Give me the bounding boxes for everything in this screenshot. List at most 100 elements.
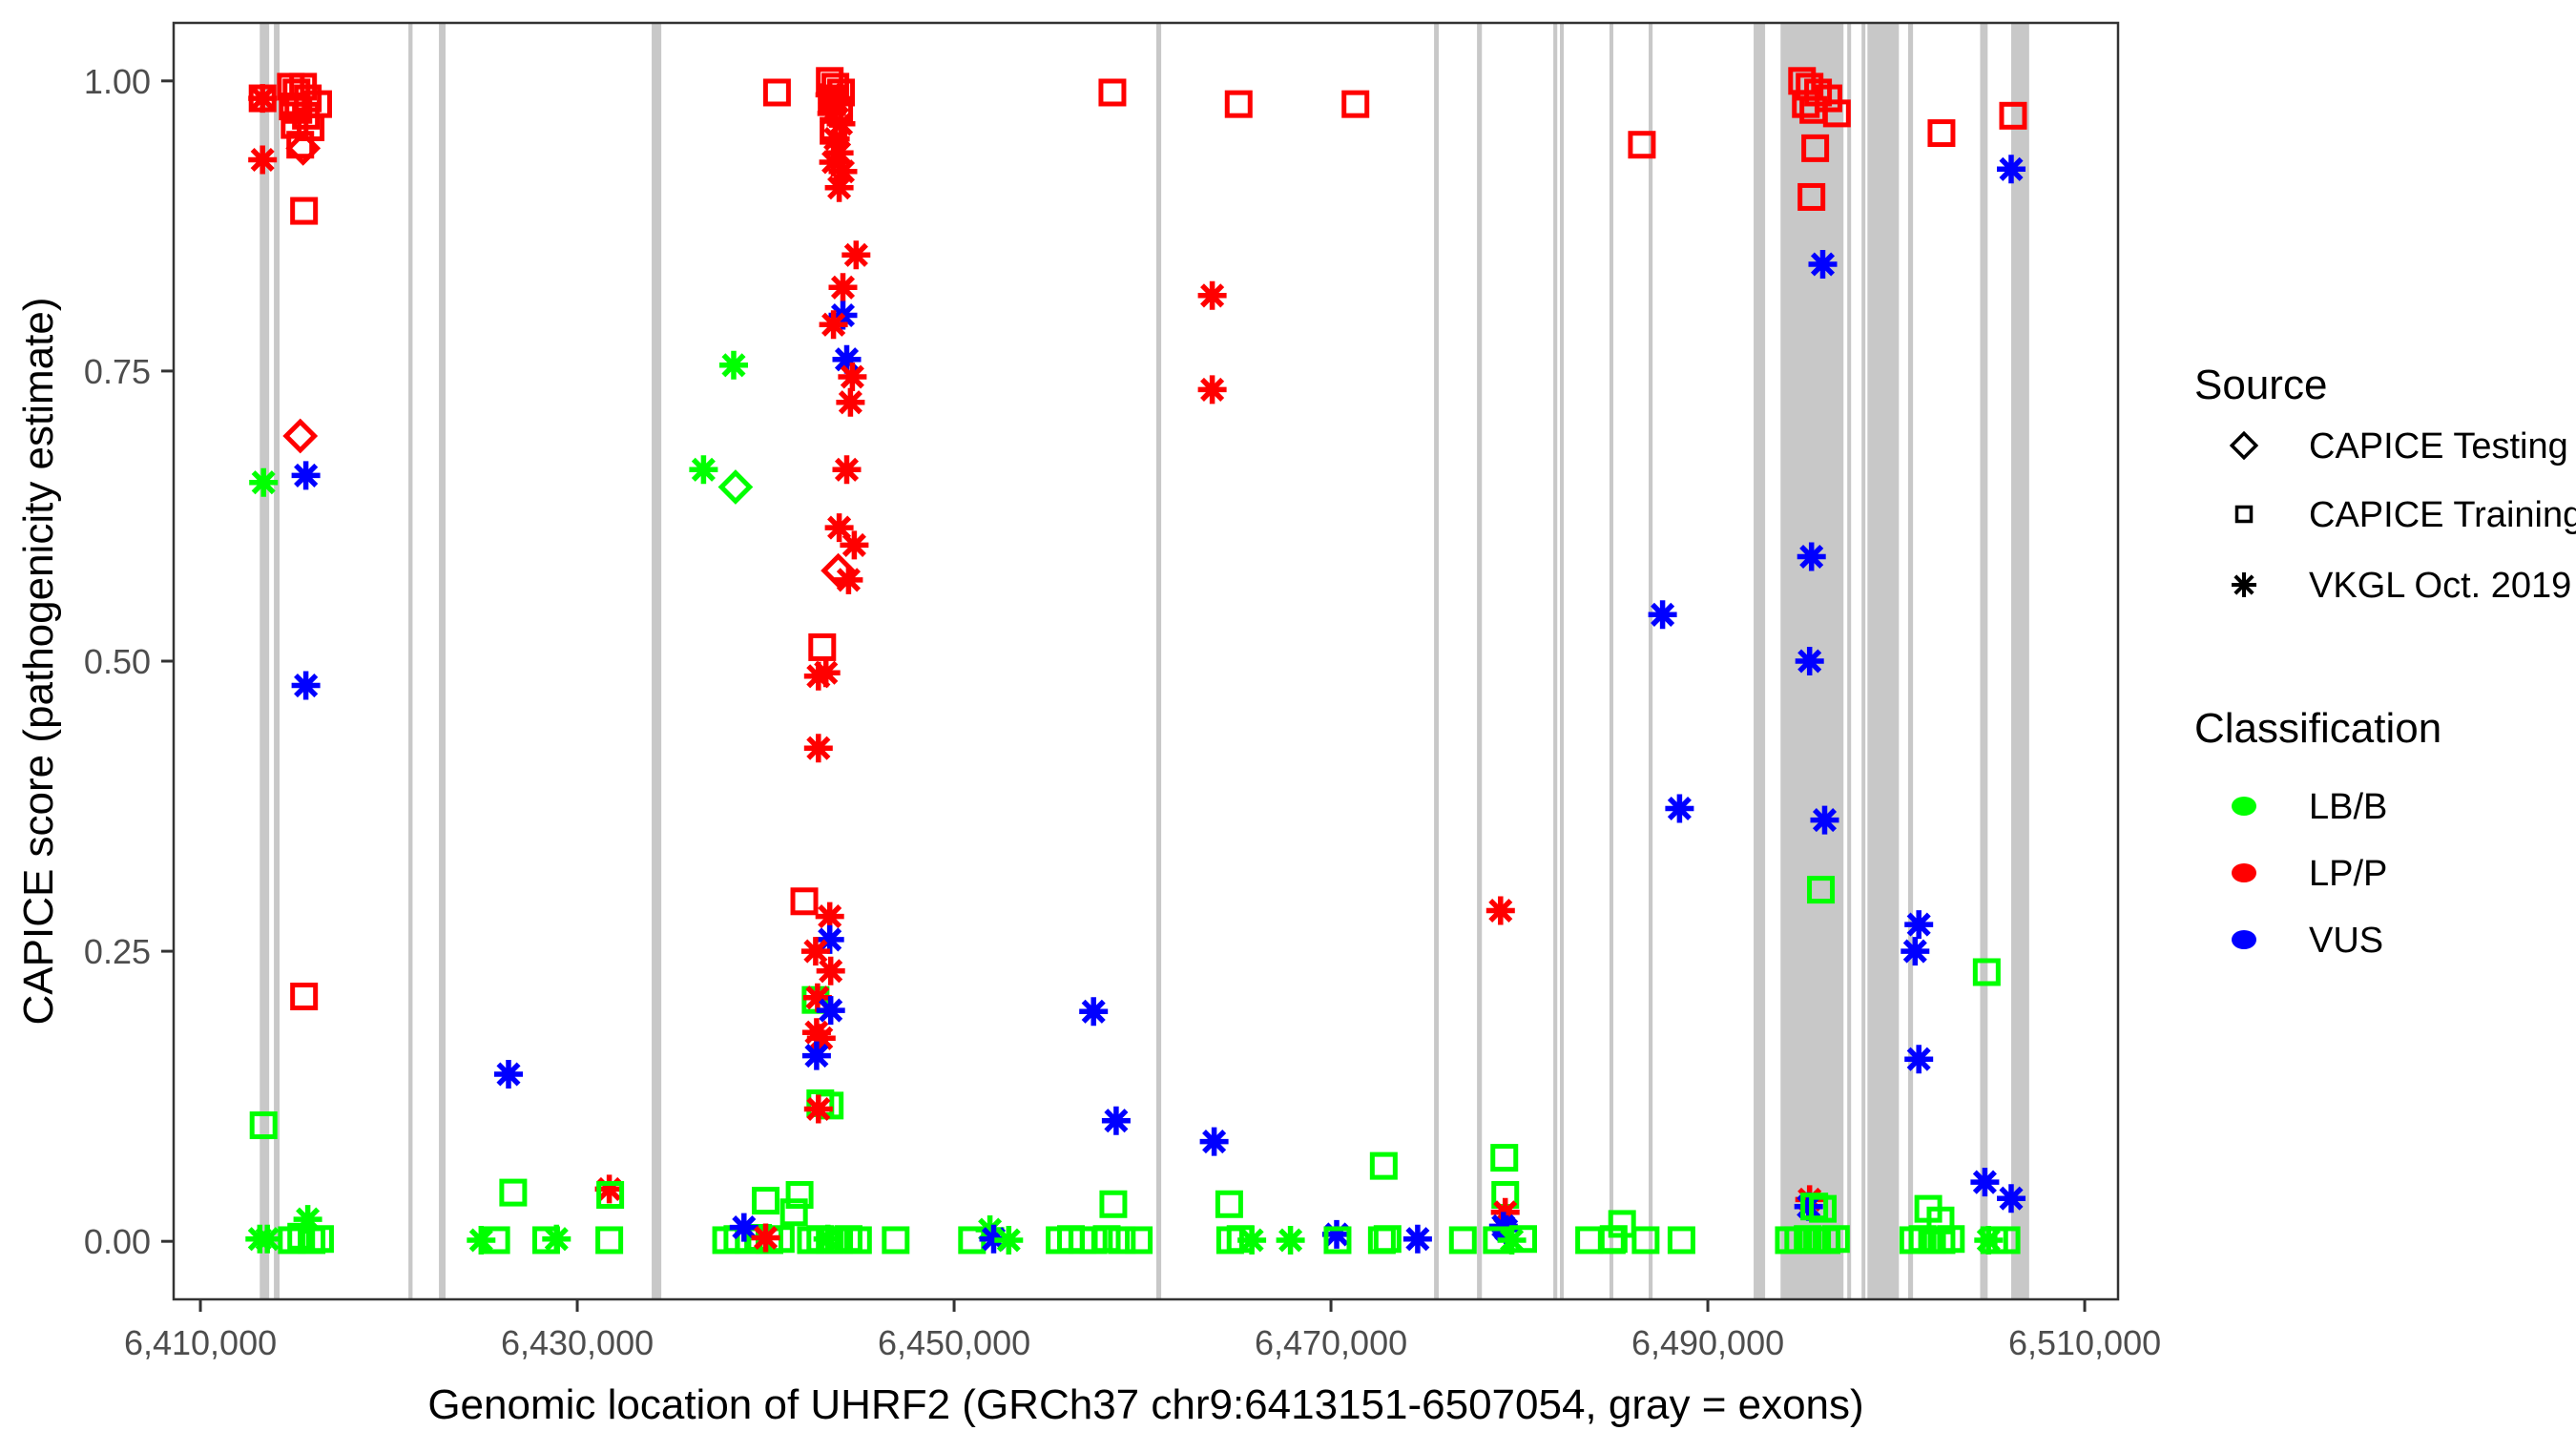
x-tick: 6,430,000: [501, 1299, 654, 1362]
data-point-square: [1508, 1225, 1537, 1254]
data-point-asterisk: [803, 734, 833, 763]
data-point-square: [752, 1187, 780, 1215]
exon-band: [1980, 24, 1988, 1298]
legend-classification-items: LB/B LP/P VUS: [2232, 787, 2387, 961]
square-icon: [2234, 505, 2254, 524]
legend-source-items: CAPICE Testing CAPICE Training VKGL Oct. 2…: [2229, 426, 2576, 606]
x-axis: 6,410,000 6,430,000 6,450,000 6,470,000 6,49…: [124, 1299, 2161, 1362]
data-point-asterisk: [803, 1094, 833, 1124]
y-tick-label: 0.75: [84, 352, 151, 391]
data-point-square: [1807, 876, 1836, 904]
data-point-square: [1092, 1225, 1121, 1254]
data-point-asterisk: [249, 467, 279, 497]
data-point-square: [290, 197, 319, 225]
y-tick-label: 1.00: [84, 62, 151, 101]
data-point-square: [1599, 1225, 1628, 1254]
data-point-asterisk: [1904, 1045, 1934, 1074]
exon-band: [1477, 24, 1483, 1298]
legend-item-capice-testing: CAPICE Testing: [2229, 426, 2568, 467]
data-point-asterisk: [803, 661, 833, 691]
legend-item-vkgl-oct-2019: VKGL Oct. 2019: [2232, 566, 2571, 606]
y-axis: 0.00 0.25 0.50 0.75 1.00: [84, 62, 174, 1261]
legend-item-label: CAPICE Testing: [2309, 426, 2568, 467]
data-point-asterisk: [815, 924, 844, 954]
data-point-square: [1448, 1226, 1477, 1255]
data-point-asterisk: [1808, 250, 1838, 279]
diamond-icon: [2229, 430, 2259, 461]
data-point-asterisk: [1199, 1127, 1229, 1156]
data-point-square: [290, 983, 319, 1011]
legend: Source CAPICE Testing CAPICE Training VKGL…: [2194, 362, 2576, 961]
x-tick: 6,510,000: [2008, 1299, 2161, 1362]
data-point-asterisk: [253, 1224, 282, 1254]
data-point-square: [1125, 1226, 1153, 1255]
y-tick: 0.25: [84, 932, 174, 971]
exon-band: [1754, 24, 1766, 1298]
data-point-square: [1628, 131, 1656, 159]
y-tick: 0.50: [84, 642, 174, 681]
exon-band: [1847, 24, 1852, 1298]
data-point-asterisk: [1101, 1106, 1131, 1135]
legend-classification-title: Classification: [2194, 705, 2441, 752]
legend-item-label: CAPICE Training: [2309, 495, 2576, 535]
data-point-asterisk: [467, 1226, 496, 1255]
data-point-asterisk: [291, 461, 321, 490]
data-point-asterisk: [834, 565, 863, 594]
data-point-asterisk: [1974, 1226, 2004, 1255]
data-point-asterisk: [1648, 600, 1677, 630]
data-point-asterisk: [815, 902, 844, 931]
data-point-square: [595, 1226, 624, 1255]
data-point-asterisk: [841, 240, 871, 270]
data-point-asterisk: [542, 1224, 571, 1254]
data-point-asterisk: [819, 310, 848, 340]
x-tick: 6,470,000: [1255, 1299, 1407, 1362]
exon-band: [1155, 24, 1162, 1298]
data-point-asterisk: [1276, 1226, 1305, 1255]
color-dot-icon: [2232, 797, 2256, 816]
x-tick-label: 6,450,000: [878, 1323, 1030, 1362]
data-point-square: [499, 1178, 528, 1207]
x-tick: 6,490,000: [1631, 1299, 1784, 1362]
x-axis-title: Genomic location of UHRF2 (GRCh37 chr9:6…: [427, 1381, 1863, 1428]
data-point-asterisk: [1797, 542, 1826, 571]
data-point-asterisk: [836, 387, 865, 417]
data-point-asterisk: [1997, 1184, 2025, 1213]
legend-item-label: LB/B: [2309, 787, 2387, 827]
legend-item-capice-training: CAPICE Training: [2234, 495, 2576, 535]
data-point-square: [1369, 1151, 1398, 1180]
data-point-asterisk: [689, 455, 718, 485]
data-point-asterisk: [1810, 805, 1839, 835]
color-dot-icon: [2232, 930, 2256, 949]
exon-band: [2011, 24, 2029, 1298]
data-point-square: [843, 1226, 872, 1255]
exon-band: [1649, 24, 1653, 1298]
data-point-square: [1927, 119, 1956, 148]
color-dot-icon: [2232, 863, 2256, 882]
data-point-diamond: [285, 130, 322, 166]
exon-band: [274, 24, 280, 1298]
x-tick-label: 6,510,000: [2008, 1323, 2161, 1362]
legend-item-vus: VUS: [2232, 921, 2383, 961]
x-tick-label: 6,410,000: [124, 1323, 277, 1362]
data-point-asterisk: [1904, 910, 1934, 940]
data-point-square: [1814, 84, 1842, 113]
data-point-square: [1667, 1226, 1695, 1255]
data-point-asterisk: [1901, 937, 1930, 966]
y-tick: 0.75: [84, 352, 174, 391]
data-point-asterisk: [1485, 896, 1515, 925]
data-point-square: [1323, 1226, 1352, 1255]
data-point-asterisk: [811, 658, 841, 688]
data-point-asterisk: [291, 671, 321, 700]
data-point-square: [779, 1198, 808, 1227]
y-tick-label: 0.25: [84, 932, 151, 971]
data-point-asterisk: [826, 109, 856, 138]
data-point-asterisk: [1795, 647, 1824, 675]
x-tick-label: 6,490,000: [1631, 1323, 1784, 1362]
data-point-square: [1215, 1190, 1243, 1218]
exon-band: [1560, 24, 1565, 1298]
data-point-asterisk: [1197, 375, 1227, 404]
data-point-square: [1224, 90, 1253, 118]
data-point-asterisk: [994, 1226, 1024, 1255]
